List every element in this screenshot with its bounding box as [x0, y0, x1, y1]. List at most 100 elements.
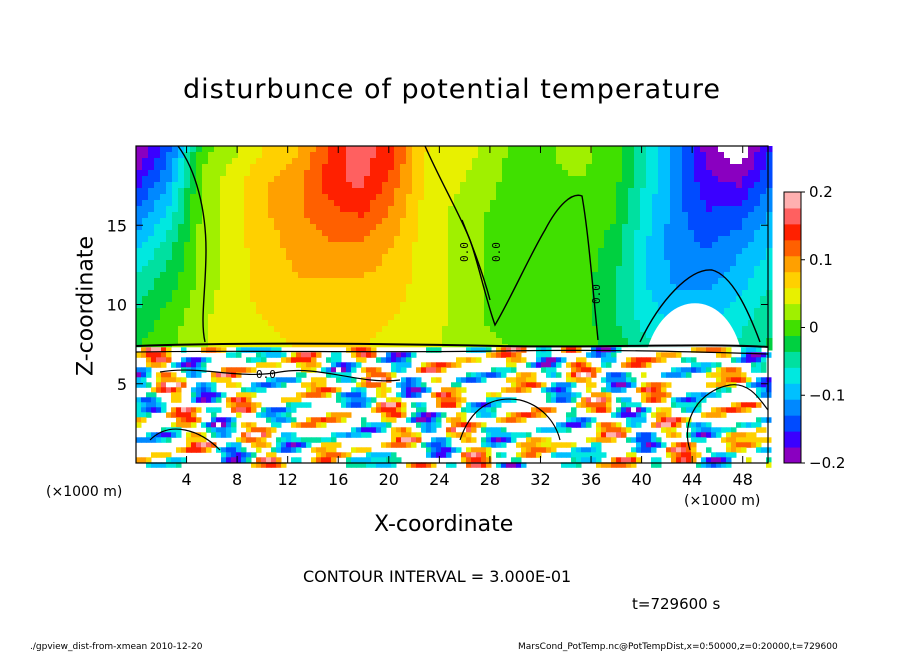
heat-cell — [478, 212, 485, 219]
heat-cell — [280, 248, 287, 255]
lower-cell — [141, 352, 147, 358]
heat-cell — [616, 146, 623, 153]
heat-cell — [184, 308, 191, 315]
lower-cell — [316, 422, 322, 428]
heat-cell — [580, 338, 587, 345]
heat-cell — [412, 146, 419, 153]
heat-cell — [298, 164, 305, 171]
heat-cell — [184, 176, 191, 183]
lower-cell — [351, 352, 357, 358]
heat-cell — [280, 146, 287, 153]
heat-cell — [508, 344, 515, 351]
lower-cell — [181, 407, 187, 413]
heat-cell — [472, 278, 479, 285]
heat-cell — [688, 206, 695, 213]
heat-cell — [706, 188, 713, 195]
lower-cell — [761, 357, 767, 363]
heat-cell — [628, 320, 635, 327]
heat-cell — [598, 176, 605, 183]
heat-cell — [352, 248, 359, 255]
heat-cell — [568, 326, 575, 333]
heat-cell — [574, 302, 581, 309]
heat-cell — [742, 296, 749, 303]
heat-cell — [268, 164, 275, 171]
heat-cell — [160, 278, 167, 285]
heat-cell — [508, 302, 515, 309]
heat-cell — [286, 332, 293, 339]
lower-cell — [716, 392, 722, 398]
heat-cell — [412, 152, 419, 159]
lower-cell — [381, 417, 387, 423]
heat-cell — [634, 272, 641, 279]
heat-cell — [496, 158, 503, 165]
heat-cell — [748, 242, 755, 249]
heat-cell — [466, 176, 473, 183]
lower-cell — [451, 387, 457, 393]
heat-cell — [526, 338, 533, 345]
lower-cell — [246, 422, 252, 428]
heat-cell — [472, 344, 479, 351]
heat-cell — [496, 290, 503, 297]
heat-cell — [748, 308, 755, 315]
heat-cell — [658, 230, 665, 237]
heat-cell — [352, 242, 359, 249]
heat-cell — [148, 284, 155, 291]
heat-cell — [364, 224, 371, 231]
heat-cell — [544, 158, 551, 165]
heat-cell — [196, 158, 203, 165]
heat-cell — [508, 176, 515, 183]
heat-cell — [184, 272, 191, 279]
lower-cell — [581, 367, 587, 373]
heat-cell — [622, 158, 629, 165]
heat-cell — [220, 296, 227, 303]
heat-cell — [178, 200, 185, 207]
heat-cell — [244, 230, 251, 237]
heat-cell — [424, 302, 431, 309]
lower-cell — [641, 437, 647, 443]
lower-cell — [346, 372, 352, 378]
heat-cell — [532, 284, 539, 291]
heat-cell — [286, 188, 293, 195]
heat-cell — [718, 290, 725, 297]
lower-cell — [466, 407, 472, 413]
heat-cell — [340, 242, 347, 249]
lower-cell — [406, 362, 412, 368]
lower-cell — [651, 437, 657, 443]
heat-cell — [688, 158, 695, 165]
heat-cell — [646, 284, 653, 291]
lower-cell — [696, 367, 702, 373]
heat-cell — [580, 332, 587, 339]
heat-cell — [244, 152, 251, 159]
heat-cell — [478, 290, 485, 297]
heat-cell — [598, 338, 605, 345]
heat-cell — [490, 200, 497, 207]
heat-cell — [298, 260, 305, 267]
heat-cell — [310, 170, 317, 177]
heat-cell — [646, 152, 653, 159]
lower-cell — [656, 357, 662, 363]
heat-cell — [262, 338, 269, 345]
heat-cell — [322, 218, 329, 225]
heat-cell — [376, 224, 383, 231]
heat-cell — [484, 182, 491, 189]
heat-cell — [502, 164, 509, 171]
heat-cell — [598, 230, 605, 237]
lower-cell — [486, 432, 492, 438]
heat-cell — [316, 326, 323, 333]
lower-cell — [366, 397, 372, 403]
heat-cell — [580, 218, 587, 225]
lower-cell — [566, 392, 572, 398]
heat-cell — [292, 158, 299, 165]
heat-cell — [598, 146, 605, 153]
lower-cell — [536, 357, 542, 363]
heat-cell — [616, 188, 623, 195]
lower-cell — [336, 417, 342, 423]
heat-cell — [712, 260, 719, 267]
heat-cell — [514, 206, 521, 213]
heat-cell — [316, 332, 323, 339]
heat-cell — [484, 218, 491, 225]
lower-cell — [716, 387, 722, 393]
heat-cell — [664, 212, 671, 219]
heat-cell — [748, 152, 755, 159]
lower-cell — [666, 382, 672, 388]
